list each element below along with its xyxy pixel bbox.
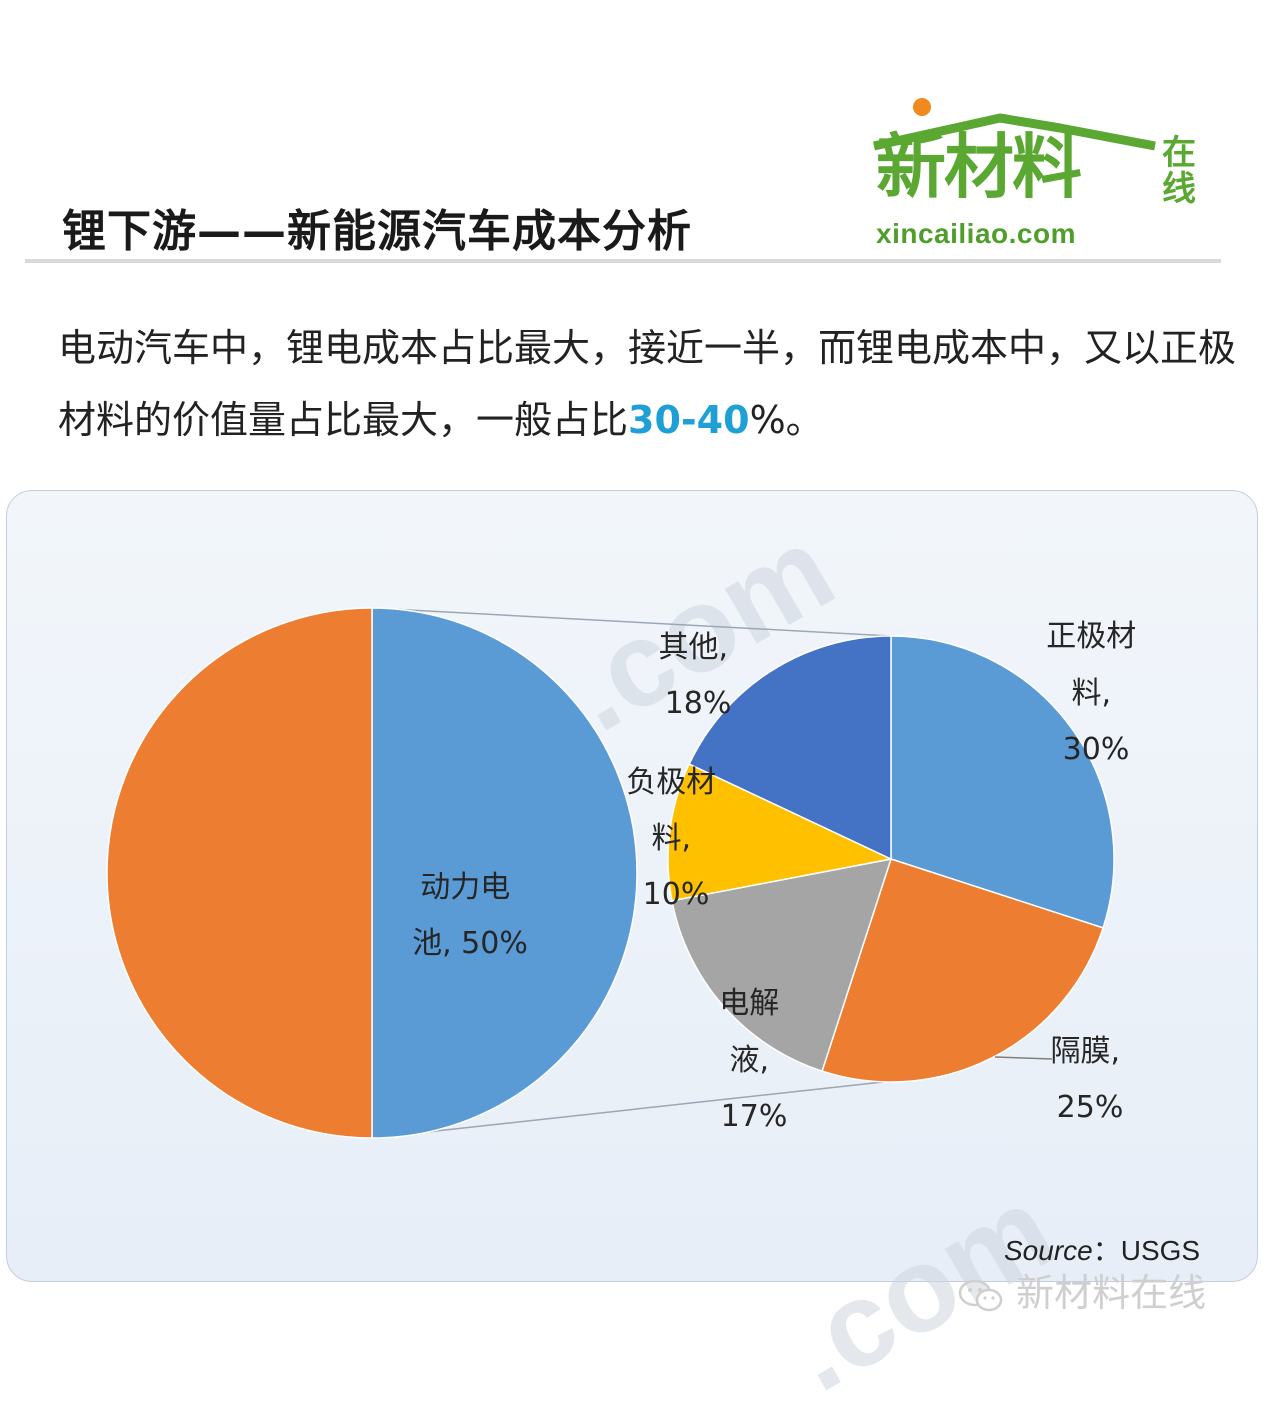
page-title: 锂下游——新能源汽车成本分析 (62, 206, 692, 257)
connector-line-1 (371, 1081, 884, 1139)
source-label: Source (1004, 1235, 1093, 1266)
main-pie-slice-0 (371, 607, 638, 1139)
main-pie-slice-1 (106, 607, 373, 1139)
intro-text-end: %。 (749, 398, 824, 442)
label-anode: 负极材 料, 10% (626, 765, 726, 912)
intro-highlight: 30-40 (628, 398, 750, 442)
secondary-pie-slice-3 (667, 763, 894, 902)
logo-text-cn: 新材料 (876, 126, 1082, 208)
wechat-icon (958, 1279, 1003, 1311)
label-other: 其他, 18% (658, 630, 737, 721)
secondary-pie-slice-1 (821, 858, 1105, 1083)
roof-icon (873, 98, 1156, 151)
title-divider (25, 259, 1221, 263)
intro-paragraph: 电动汽车中，锂电成本占比最大，接近一半，而锂电成本中，又以正极材料的价值量占比最… (58, 312, 1238, 456)
secondary-pie-slice-0 (890, 635, 1115, 929)
brand-logo: 新材料 在线 xincailiao.com (870, 96, 1220, 256)
source-note: Source：USGS (1004, 1229, 1200, 1269)
source-value: ：USGS (1092, 1235, 1201, 1266)
footer-text: 新材料在线 (1016, 1271, 1207, 1315)
secondary-pie-slice-4 (688, 635, 892, 861)
separator-leader-line (994, 1056, 1053, 1060)
secondary-pie-slice-2 (671, 858, 893, 1073)
label-separator: 隔膜, 25% (1050, 1034, 1129, 1125)
label-cathode: 正极材 料, 30% (1046, 619, 1146, 767)
footer-brand: 新材料在线 (958, 1262, 1206, 1317)
label-battery: 动力电 池, 50% (412, 870, 528, 961)
connector-lines (371, 607, 892, 1139)
main-pie (106, 607, 638, 1139)
logo-url: xincailiao.com (876, 218, 1076, 249)
label-electrolyte: 电解 液, 17% (719, 986, 789, 1134)
pie-of-pie-chart: 动力电 池, 50% 正极材 料, 30% 隔膜, 25% 电解 液, 17% … (106, 607, 1146, 1139)
connector-line-0 (371, 607, 892, 637)
intro-text: 电动汽车中，锂电成本占比最大，接近一半，而锂电成本中，又以正极材料的价值量占比最… (58, 326, 1237, 442)
logo-text-side: 在线 (1162, 133, 1196, 209)
secondary-pie (667, 635, 1115, 1083)
